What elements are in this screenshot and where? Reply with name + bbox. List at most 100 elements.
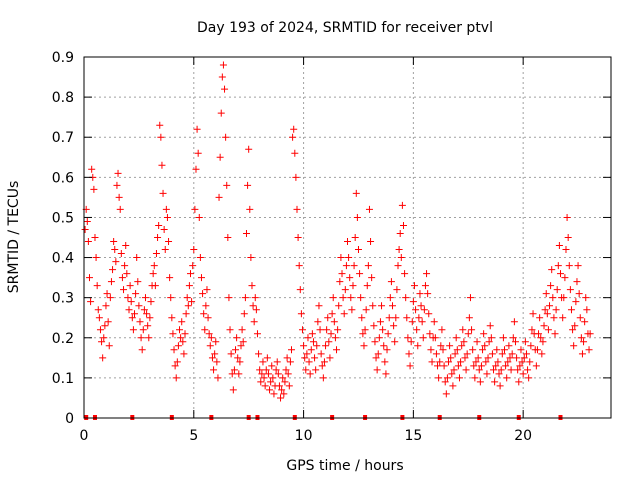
data-point: [199, 290, 207, 298]
data-point: [442, 390, 450, 398]
data-point: [504, 358, 512, 366]
data-point: [510, 318, 518, 326]
data-point: [162, 205, 170, 213]
data-point: [225, 294, 233, 302]
data-point: [395, 246, 403, 254]
data-point: [184, 302, 192, 310]
data-point: [484, 354, 492, 362]
data-point: [453, 346, 461, 354]
data-point: [99, 354, 107, 362]
data-point: [575, 290, 583, 298]
data-point: [547, 282, 555, 290]
data-point: [402, 294, 410, 302]
data-point: [350, 262, 358, 270]
data-point: [373, 366, 381, 374]
data-point: [452, 334, 460, 342]
data-point: [394, 262, 402, 270]
data-point: [250, 318, 258, 326]
data-point: [140, 306, 148, 314]
data-point: [371, 338, 379, 346]
data-point: [313, 342, 321, 350]
data-point: [281, 378, 289, 386]
data-point: [185, 282, 193, 290]
data-point: [304, 334, 312, 342]
data-point: [208, 354, 216, 362]
data-point: [305, 358, 313, 366]
data-point: [181, 330, 189, 338]
data-point: [256, 366, 264, 374]
data-point: [498, 350, 506, 358]
data-point: [381, 358, 389, 366]
data-point: [539, 338, 547, 346]
data-point: [196, 254, 204, 262]
data-point: [511, 338, 519, 346]
data-point: [532, 362, 540, 370]
data-point: [445, 358, 453, 366]
data-point: [81, 225, 89, 233]
data-point: [316, 326, 324, 334]
data-point: [375, 334, 383, 342]
data-point: [334, 326, 342, 334]
data-point: [380, 342, 388, 350]
data-point: [508, 350, 516, 358]
data-point: [525, 374, 533, 382]
data-point: [396, 229, 404, 237]
data-point: [261, 382, 269, 390]
data-point: [331, 334, 339, 342]
data-point: [242, 229, 250, 237]
data-point: [138, 346, 146, 354]
data-point: [565, 262, 573, 270]
data-point: [172, 374, 180, 382]
x-axis-label: GPS time / hours: [286, 458, 403, 474]
data-point: [446, 342, 454, 350]
data-point: [236, 358, 244, 366]
data-point: [291, 149, 299, 157]
data-point: [392, 314, 400, 322]
data-point: [448, 370, 456, 378]
data-point: [384, 330, 392, 338]
data-point: [112, 258, 120, 266]
data-point: [104, 318, 112, 326]
data-point: [280, 390, 288, 398]
data-point: [157, 133, 165, 141]
data-point: [378, 302, 386, 310]
data-point: [103, 290, 111, 298]
y-tick-label: 0.7: [52, 130, 74, 146]
data-point: [536, 314, 544, 322]
data-point: [320, 358, 328, 366]
data-point: [188, 298, 196, 306]
data-point: [398, 201, 406, 209]
data-point: [541, 306, 549, 314]
data-point: [121, 262, 129, 270]
data-point: [290, 125, 298, 133]
data-point: [213, 358, 221, 366]
data-point: [581, 318, 589, 326]
data-point: [279, 374, 287, 382]
data-point: [123, 270, 131, 278]
data-point: [146, 314, 154, 322]
data-point: [251, 294, 259, 302]
data-point: [516, 362, 524, 370]
data-point: [229, 386, 237, 394]
data-point: [292, 173, 300, 181]
data-point: [101, 322, 109, 330]
data-point: [167, 294, 175, 302]
data-point: [476, 378, 484, 386]
data-point: [141, 294, 149, 302]
data-point: [492, 362, 500, 370]
data-point: [403, 314, 411, 322]
data-point: [401, 270, 409, 278]
data-point: [235, 370, 243, 378]
y-tick-label: 0.3: [52, 291, 74, 307]
data-point: [455, 374, 463, 382]
data-point: [324, 314, 332, 322]
data-point: [329, 294, 337, 302]
data-point: [496, 382, 504, 390]
data-point: [415, 314, 423, 322]
data-point: [469, 346, 477, 354]
data-point: [203, 286, 211, 294]
data-point: [438, 326, 446, 334]
data-point: [505, 342, 513, 350]
data-point: [306, 370, 314, 378]
y-tick-label: 0: [65, 411, 74, 427]
